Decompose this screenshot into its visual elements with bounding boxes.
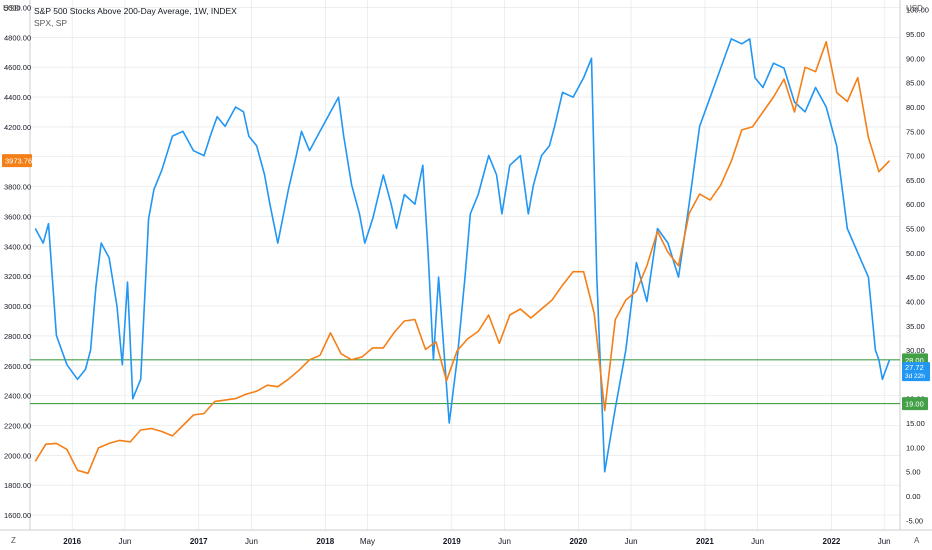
chart-grid xyxy=(30,0,900,530)
left-axis-tick-label: 1600.00 xyxy=(4,511,31,520)
breadth-last-value: 27.72 xyxy=(905,363,924,372)
left-axis-tick-label: 5000.00 xyxy=(4,3,31,12)
left-axis-tick-label: 3800.00 xyxy=(4,183,31,192)
right-axis-tick-label: 100.00 xyxy=(906,6,929,15)
x-axis-tick-label: Jun xyxy=(118,537,131,546)
right-axis-tick-label: 65.00 xyxy=(906,176,925,185)
x-axis-tick-label: 2018 xyxy=(316,537,334,546)
right-axis-tick-label: 85.00 xyxy=(906,79,925,88)
spx-last-price-badge-label: 3973.76 xyxy=(5,157,32,166)
spx-last-price-badge-bg xyxy=(2,154,32,168)
x-axis-tick-label: 2016 xyxy=(63,537,81,546)
right-axis-tick-label: 55.00 xyxy=(906,225,925,234)
x-axis-tick-label: May xyxy=(360,537,375,546)
left-axis-tick-label: 3400.00 xyxy=(4,242,31,251)
left-axis-tick-label: 3000.00 xyxy=(4,302,31,311)
spx-last-price-badge: 3973.76 xyxy=(2,154,32,168)
right-axis-tick-label: 60.00 xyxy=(906,200,925,209)
chart-title: S&P 500 Stocks Above 200-Day Average, 1W… xyxy=(34,6,237,16)
right-axis-tick-label: 5.00 xyxy=(906,468,921,477)
level-low-badge-bg xyxy=(902,397,928,411)
right-axis-tick-label: 75.00 xyxy=(906,127,925,136)
left-axis-tick-label: 2200.00 xyxy=(4,421,31,430)
left-axis-tick-label: 2000.00 xyxy=(4,451,31,460)
right-axis-tick-label: 95.00 xyxy=(906,30,925,39)
left-axis-tick-label: 3200.00 xyxy=(4,272,31,281)
left-axis-tick-label: 2600.00 xyxy=(4,362,31,371)
breadth-badge-bg xyxy=(902,362,930,382)
left-axis-tick-label: 2800.00 xyxy=(4,332,31,341)
left-axis-unit: USD xyxy=(3,4,20,13)
right-axis-tick-label: 70.00 xyxy=(906,152,925,161)
x-axis-tick-label: 2020 xyxy=(569,537,587,546)
right-axis-tick-label: 40.00 xyxy=(906,297,925,306)
level-low-badge-label: 19.00 xyxy=(905,400,924,409)
x-axis-tick-label: 2017 xyxy=(190,537,208,546)
right-axis-tick-label: 35.00 xyxy=(906,322,925,331)
x-axis-tick-label: Jun xyxy=(625,537,638,546)
reference-lines[interactable] xyxy=(30,359,900,405)
left-axis-tick-label: 4600.00 xyxy=(4,63,31,72)
auto-scale-button[interactable]: A xyxy=(914,536,920,545)
x-axis-tick-label: 2022 xyxy=(823,537,841,546)
series-group xyxy=(34,38,891,475)
spx-series-line xyxy=(34,40,891,475)
breadth-series-line xyxy=(34,38,891,473)
level-high-badge-label: 28.00 xyxy=(905,356,924,365)
right-axis-unit: USD xyxy=(906,4,923,13)
right-axis-tick-label: -5.00 xyxy=(906,516,923,525)
x-axis-tick-label: Jun xyxy=(878,537,891,546)
right-axis-tick-label: 90.00 xyxy=(906,54,925,63)
right-axis-tick-label: 80.00 xyxy=(906,103,925,112)
right-axis-tick-label: 15.00 xyxy=(906,419,925,428)
left-axis-tick-label: 4400.00 xyxy=(4,93,31,102)
right-axis-tick-label: 45.00 xyxy=(906,273,925,282)
right-axis-tick-label: 10.00 xyxy=(906,443,925,452)
chart-subtitle: SPX, SP xyxy=(34,18,68,28)
axis-ticks: 1600.00 1800.00 2000.00 2200.00 2400.00 2600.… xyxy=(4,3,929,546)
zoom-button[interactable]: Z xyxy=(11,536,16,545)
bar-countdown: 3d 22h xyxy=(905,373,925,380)
left-axis-tick-label: 4800.00 xyxy=(4,33,31,42)
x-axis-tick-label: Jun xyxy=(498,537,511,546)
left-axis-tick-label: 4200.00 xyxy=(4,123,31,132)
right-axis-tick-label: 0.00 xyxy=(906,492,921,501)
x-axis-tick-label: Jun xyxy=(751,537,764,546)
right-axis-tick-label: 30.00 xyxy=(906,346,925,355)
right-axis-tick-label: 50.00 xyxy=(906,249,925,258)
x-axis-tick-label: 2021 xyxy=(696,537,714,546)
level-low-badge: 19.00 xyxy=(902,397,928,411)
x-axis-tick-label: Jun xyxy=(245,537,258,546)
left-axis-tick-label: 3600.00 xyxy=(4,212,31,221)
left-axis-tick-label: 2400.00 xyxy=(4,392,31,401)
x-axis-tick-label: 2019 xyxy=(443,537,461,546)
left-axis-tick-label: 1800.00 xyxy=(4,481,31,490)
